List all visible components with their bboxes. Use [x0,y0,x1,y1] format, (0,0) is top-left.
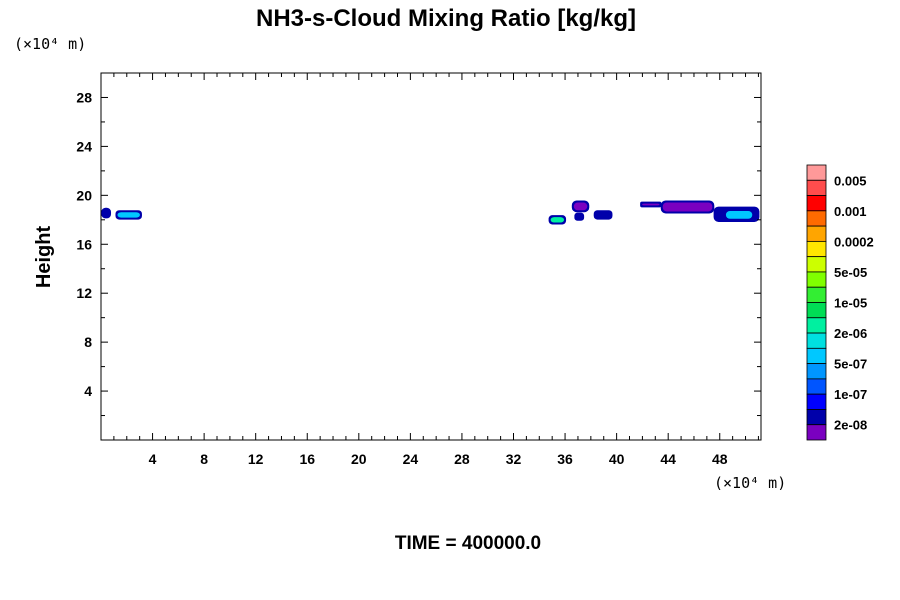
y-tick-label: 20 [76,187,92,203]
y-tick-label: 8 [84,334,92,350]
cloud-patch [573,202,588,211]
chart-title: NH3-s-Cloud Mixing Ratio [kg/kg] [256,5,636,32]
colorbar-label: 2e-06 [834,326,867,341]
cloud-patches [101,200,760,225]
plot-frame [100,72,762,441]
colorbar-label: 1e-05 [834,296,867,311]
colorbar-swatch [806,393,827,410]
x-unit-label: (×10⁴ m) [714,474,786,492]
colorbar-swatch [806,240,827,258]
colorbar-swatch [806,317,827,334]
colorbar-label: 0.005 [834,173,867,188]
y-unit-label: (×10⁴ m) [14,35,86,53]
x-tick-label: 24 [403,451,419,467]
colorbar-swatch [806,256,827,273]
y-tick-label: 4 [84,383,92,399]
colorbar-swatch [806,286,827,303]
colorbar-swatch [806,225,827,242]
colorbar-swatch [806,179,827,196]
colorbar-swatch [806,409,827,426]
x-tick-label: 44 [660,451,676,467]
y-tick-label: 24 [76,138,92,154]
colorbar-swatch [806,347,827,365]
x-ticks: 4 8 12 16 20 24 28 32 36 40 44 48 [113,73,759,467]
cloud-patch [550,217,565,223]
colorbar-swatch [806,271,827,288]
colorbar: 0.005 0.001 0.0002 5e-05 1e-05 2e-06 5e-07 1e-0… [806,164,874,441]
cloud-patch [576,214,583,219]
cloud-patch [103,209,110,217]
y-tick-label: 12 [76,285,92,301]
y-tick-label: 28 [76,89,92,105]
x-tick-label: 20 [351,451,367,467]
y-tick-label: 16 [76,236,92,252]
colorbar-swatch [806,195,827,212]
cloud-patch [662,202,713,212]
colorbar-swatch [806,332,827,349]
colorbar-swatch [806,424,827,441]
colorbar-label: 2e-08 [834,418,867,433]
colorbar-swatch [806,210,827,227]
y-ticks: 4 8 12 16 20 24 28 [76,89,761,417]
colorbar-label: 5e-07 [834,357,867,372]
colorbar-label: 1e-07 [834,387,867,402]
colorbar-label: 0.001 [834,204,867,219]
colorbar-label: 0.0002 [834,234,874,249]
y-axis-label: Height [33,226,55,289]
colorbar-swatch [806,164,827,181]
time-label: TIME = 400000.0 [395,533,541,554]
cloud-patch [117,212,140,218]
colorbar-swatch [806,363,827,380]
x-tick-label: 8 [200,451,208,467]
x-tick-label: 16 [299,451,315,467]
x-tick-label: 12 [248,451,264,467]
x-tick-label: 48 [712,451,728,467]
colorbar-label: 5e-05 [834,265,867,280]
x-tick-label: 36 [557,451,573,467]
x-tick-label: 32 [506,451,522,467]
cloud-patch [642,203,660,206]
x-tick-label: 40 [609,451,625,467]
colorbar-swatch [806,302,827,319]
x-tick-label: 28 [454,451,470,467]
colorbar-swatch [806,378,827,395]
cloud-patch [595,212,611,218]
x-tick-label: 4 [149,451,157,467]
cloud-patch [725,211,753,219]
